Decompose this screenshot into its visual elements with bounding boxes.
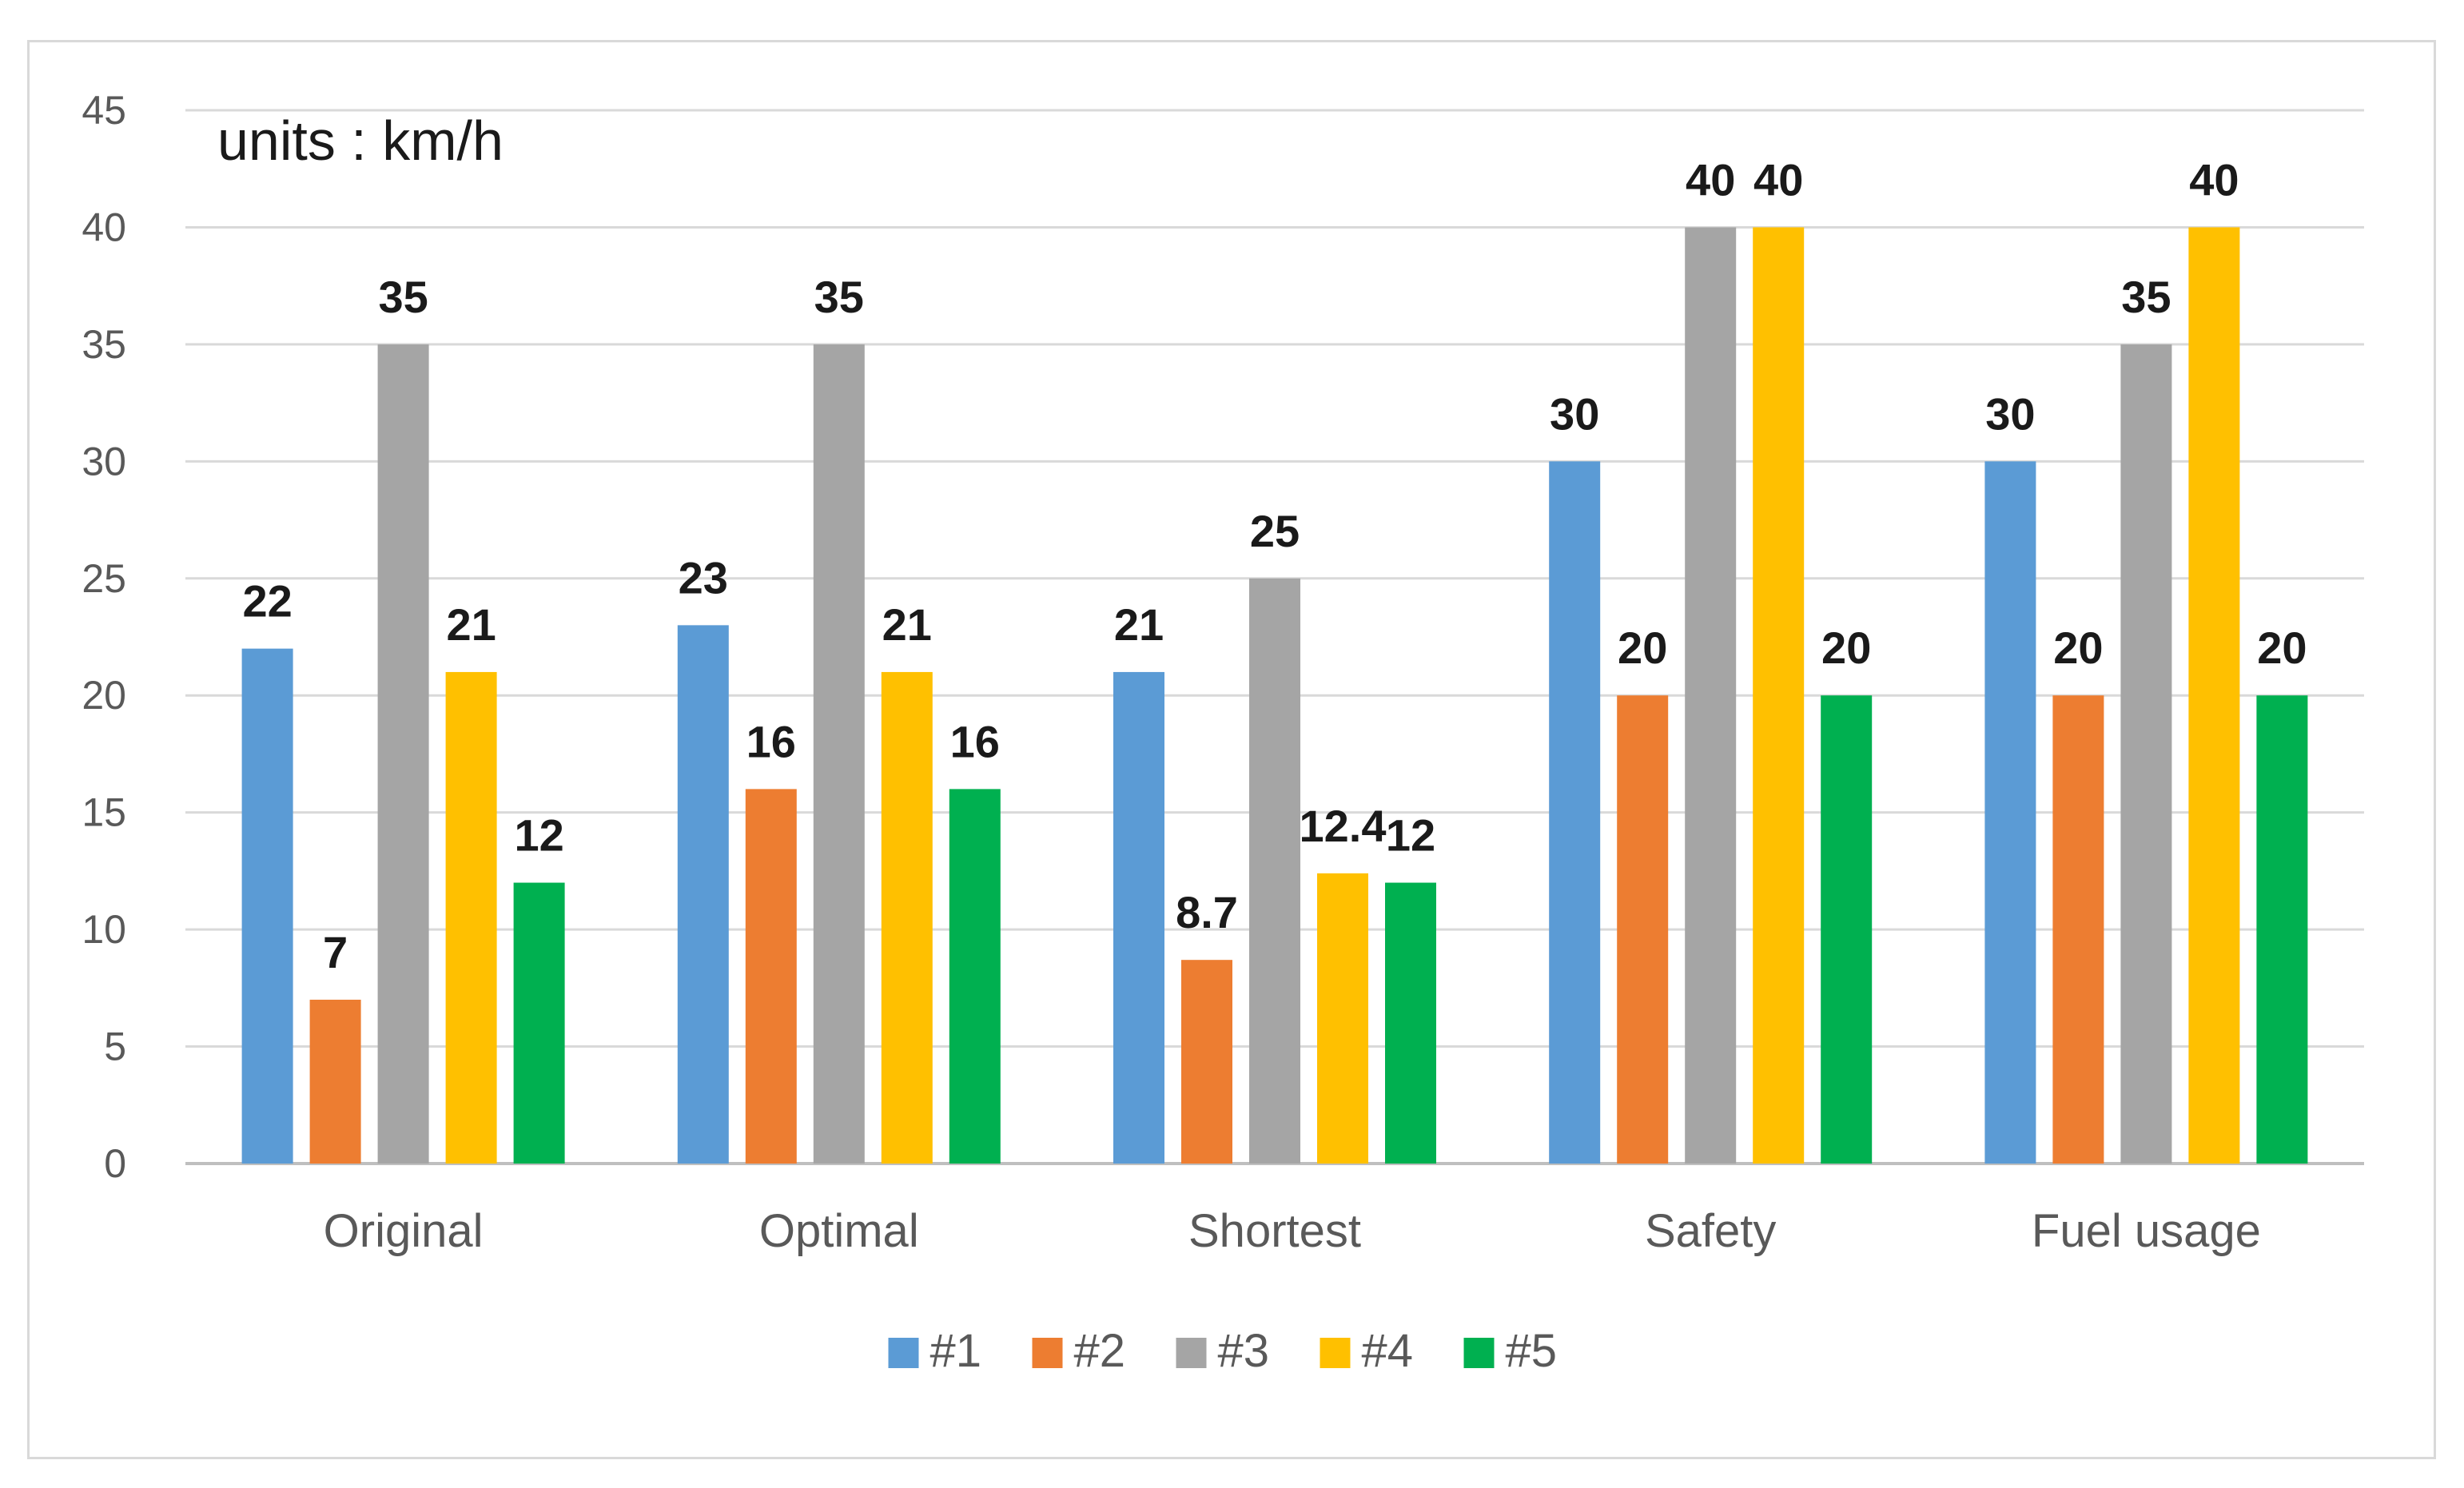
y-tick-label: 25 [82,556,126,601]
legend-swatch [1032,1338,1063,1368]
bar-s1-safety [1549,461,1601,1164]
data-label: 23 [679,552,728,603]
legend-label: #4 [1362,1325,1414,1377]
bar-s5-optimal [949,789,1001,1164]
data-label: 21 [1114,599,1164,650]
legend-label: #5 [1506,1325,1558,1377]
data-label: 35 [378,272,428,322]
bar-s2-original [309,999,361,1164]
data-label: 12 [514,810,563,861]
data-label: 30 [1985,388,2035,439]
data-label: 7 [323,927,348,977]
data-label: 35 [814,272,864,322]
bar-s4-fuel-usage [2188,227,2240,1164]
data-label: 40 [1686,154,1735,205]
bar-s5-shortest [1385,882,1436,1164]
legend-swatch [1176,1338,1207,1368]
bar-s3-shortest [1249,578,1300,1164]
bar-s2-fuel-usage [2052,695,2104,1164]
data-label: 30 [1550,388,1599,439]
legend-label: #3 [1218,1325,1270,1377]
y-axis-ticks: 0 5 10 15 20 25 30 35 40 45 [82,88,126,1186]
y-tick-label: 5 [104,1024,126,1069]
y-tick-label: 40 [82,205,126,249]
legend-label: #2 [1074,1325,1126,1377]
bar-s3-safety [1685,227,1737,1164]
data-label: 22 [242,576,292,627]
data-label: 20 [1618,623,1667,673]
data-label: 12 [1386,810,1435,861]
bar-s4-shortest [1317,873,1368,1164]
category-label: Original [324,1205,484,1257]
data-label: 20 [1821,623,1871,673]
data-label: 25 [1250,506,1300,556]
data-label: 21 [882,599,932,650]
data-label: 12.4 [1300,801,1387,851]
legend-swatch [1320,1338,1351,1368]
y-tick-label: 15 [82,790,126,835]
bar-s1-original [241,648,293,1164]
bar-s3-fuel-usage [2120,344,2172,1164]
y-tick-label: 35 [82,322,126,367]
data-label: 20 [2257,623,2307,673]
y-tick-label: 0 [104,1141,126,1186]
bar-s2-shortest [1181,960,1232,1164]
bar-s4-original [445,671,497,1164]
data-label: 35 [2121,272,2171,322]
data-label: 8.7 [1176,887,1238,937]
bar-s1-shortest [1113,671,1164,1164]
units-annotation: units : km/h [217,109,504,172]
legend-label: #1 [930,1325,982,1377]
legend-swatch [1463,1338,1495,1368]
data-label: 16 [746,716,796,766]
bar-s3-optimal [813,344,865,1164]
y-tick-label: 45 [82,88,126,133]
category-label: Optimal [759,1205,919,1257]
bar-s4-safety [1753,227,1805,1164]
bar-s1-optimal [677,625,729,1164]
x-axis-categories: Original Optimal Shortest Safety Fuel usage [324,1205,2261,1257]
category-label: Fuel usage [2032,1205,2261,1257]
y-tick-label: 10 [82,907,126,952]
category-label: Shortest [1188,1205,1361,1257]
data-label: 16 [950,716,1000,766]
data-label: 20 [2053,623,2103,673]
bar-s5-original [513,882,565,1164]
y-tick-label: 20 [82,673,126,718]
bar-s3-original [377,344,429,1164]
data-label: 21 [446,599,496,650]
legend: #1 #2 #3 #4 #5 [888,1325,1558,1377]
bar-s2-safety [1617,695,1669,1164]
bar-s5-fuel-usage [2256,695,2308,1164]
bar-s4-optimal [881,671,933,1164]
bar-s5-safety [1821,695,1873,1164]
data-label: 40 [2189,154,2239,205]
bar-s1-fuel-usage [1984,461,2036,1164]
bar-s2-optimal [745,789,797,1164]
bars [241,227,2308,1164]
category-label: Safety [1645,1205,1776,1257]
y-tick-label: 30 [82,439,126,483]
legend-swatch [888,1338,919,1368]
data-label: 40 [1753,154,1803,205]
